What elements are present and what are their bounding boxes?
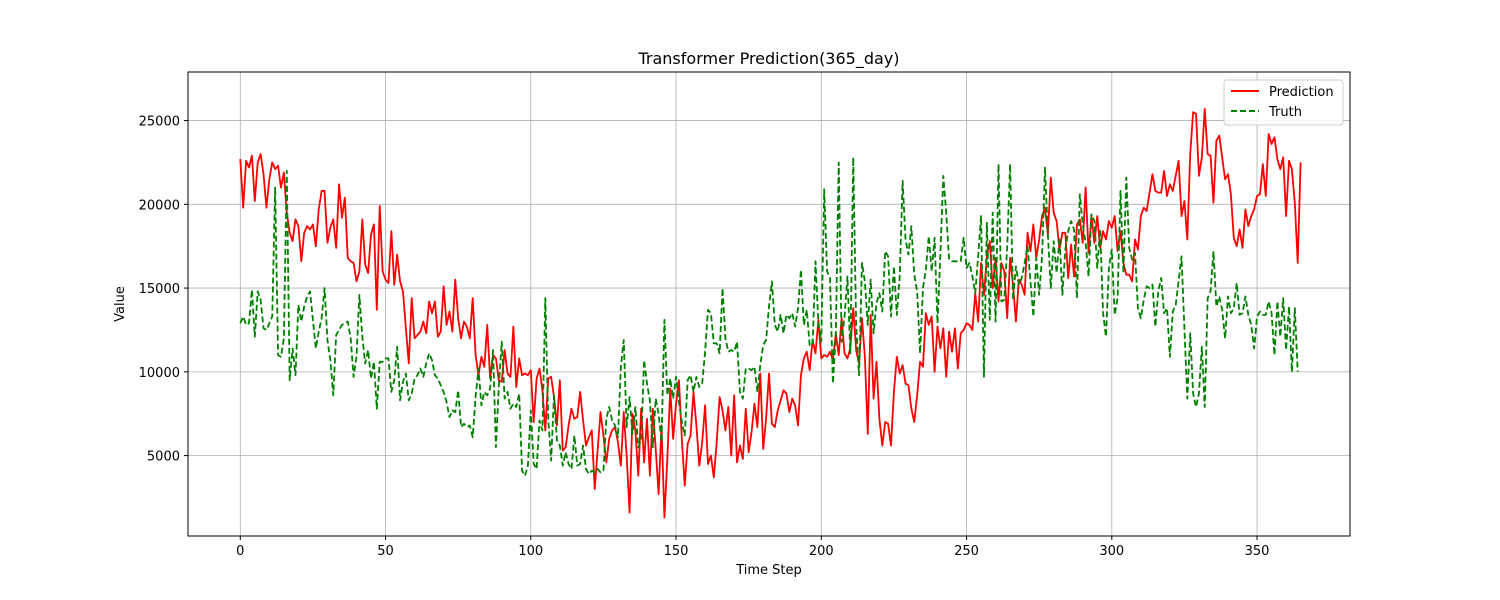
y-tick-label: 10000 xyxy=(139,366,180,381)
x-tick-label: 100 xyxy=(518,544,543,559)
x-tick-label: 300 xyxy=(1099,544,1124,559)
legend: Prediction Truth xyxy=(1223,79,1344,126)
x-tick-label: 0 xyxy=(236,544,244,559)
legend-truth-label: Truth xyxy=(1268,105,1302,120)
plot-lines xyxy=(239,107,1302,519)
x-tick-label: 350 xyxy=(1245,544,1270,559)
x-axis-ticks: 0 50 100 150 200 250 300 350 xyxy=(236,536,1269,559)
x-tick-label: 250 xyxy=(954,544,979,559)
y-tick-label: 15000 xyxy=(139,282,180,297)
y-axis-label: Value xyxy=(113,286,128,322)
grid-lines xyxy=(188,72,1350,536)
y-tick-label: 5000 xyxy=(147,450,180,465)
chart-title: Transformer Prediction(365_day) xyxy=(637,49,899,69)
x-tick-label: 150 xyxy=(664,544,689,559)
axes-frame xyxy=(187,71,1351,537)
y-axis-ticks: 5000 10000 15000 20000 25000 xyxy=(139,115,188,465)
legend-prediction-label: Prediction xyxy=(1269,85,1334,100)
series-truth-line xyxy=(239,156,1299,477)
y-tick-label: 20000 xyxy=(139,198,180,213)
x-tick-label: 200 xyxy=(809,544,834,559)
y-tick-label: 25000 xyxy=(139,115,180,130)
x-tick-label: 50 xyxy=(377,544,394,559)
x-axis-label: Time Step xyxy=(735,563,802,578)
